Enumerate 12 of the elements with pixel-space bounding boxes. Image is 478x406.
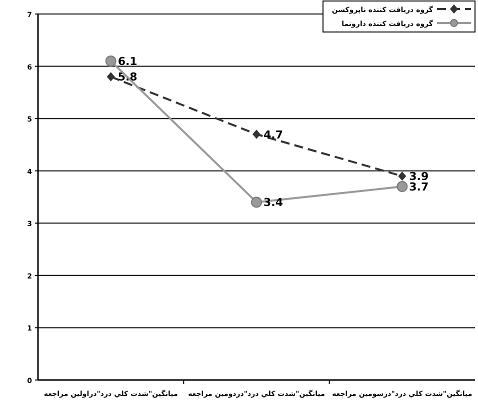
- data-label: 6.1: [118, 55, 138, 68]
- data-label: 4.7: [264, 128, 283, 142]
- data-label: 3.4: [264, 196, 284, 210]
- point: [251, 196, 262, 208]
- data-label: 3.7: [409, 180, 429, 194]
- data-label: 3.9: [409, 170, 429, 184]
- point: [396, 181, 408, 192]
- data-label: 5.8: [118, 70, 138, 84]
- point: [105, 56, 116, 67]
- point: [398, 172, 406, 180]
- point: [252, 130, 260, 139]
- point: [106, 72, 115, 82]
